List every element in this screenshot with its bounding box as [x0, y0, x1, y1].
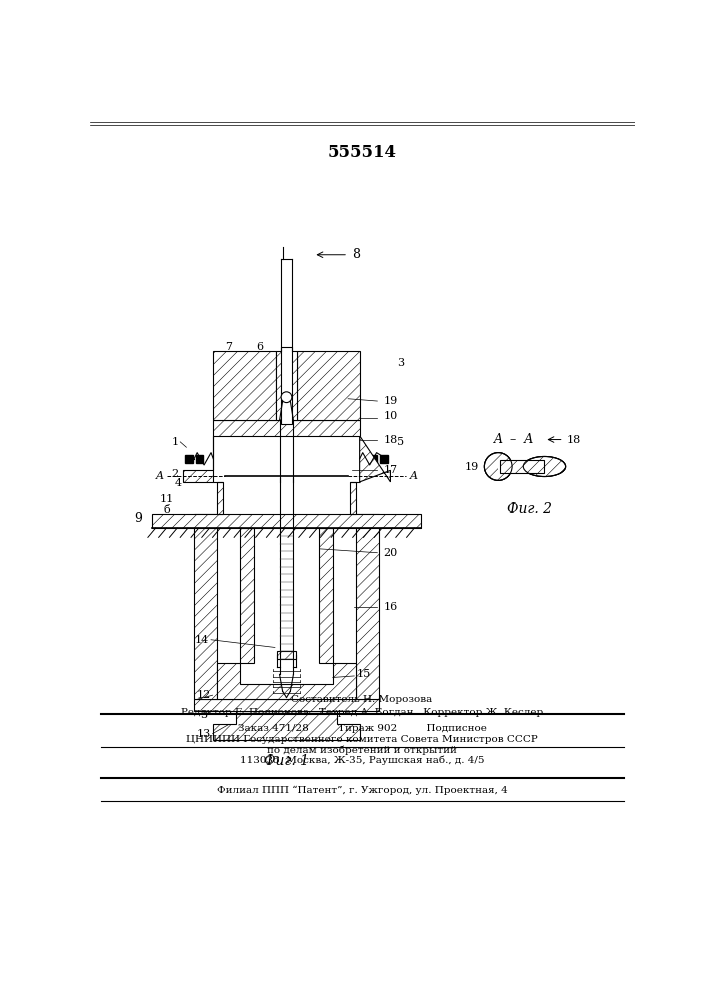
- Text: б: б: [164, 505, 170, 515]
- Polygon shape: [356, 514, 379, 699]
- Polygon shape: [498, 460, 544, 473]
- Polygon shape: [240, 528, 254, 663]
- Text: 14: 14: [194, 635, 209, 645]
- Text: 9: 9: [135, 512, 143, 525]
- Text: 6: 6: [256, 342, 263, 352]
- Text: 15: 15: [356, 669, 370, 679]
- Bar: [185, 455, 192, 463]
- Text: 555514: 555514: [327, 144, 397, 161]
- Polygon shape: [182, 436, 214, 482]
- Text: Заказ 471/28         Тираж 902         Подписное: Заказ 471/28 Тираж 902 Подписное: [238, 724, 486, 733]
- Text: 17: 17: [383, 465, 397, 475]
- Text: 1: 1: [171, 437, 178, 447]
- Bar: [370, 455, 378, 463]
- Text: 2: 2: [171, 469, 178, 479]
- Text: 20: 20: [383, 548, 397, 558]
- Text: ЦНИИПИ Государственного комитета Совета Министров СССР: ЦНИИПИ Государственного комитета Совета …: [186, 735, 538, 744]
- Polygon shape: [276, 351, 297, 420]
- Polygon shape: [360, 436, 390, 482]
- Text: Фиг. 1: Фиг. 1: [264, 754, 309, 768]
- Text: A: A: [156, 471, 163, 481]
- Text: 18: 18: [566, 435, 581, 445]
- Text: A  –  A: A – A: [493, 433, 534, 446]
- Bar: [281, 347, 292, 424]
- Text: 10: 10: [383, 411, 397, 421]
- Polygon shape: [500, 460, 544, 473]
- Polygon shape: [277, 651, 296, 659]
- Text: по делам изобретений и открытий: по делам изобретений и открытий: [267, 745, 457, 755]
- Text: 19: 19: [464, 462, 479, 472]
- Polygon shape: [297, 351, 360, 420]
- Ellipse shape: [523, 456, 566, 477]
- Text: 5: 5: [397, 437, 404, 447]
- Text: 11: 11: [160, 494, 174, 504]
- Polygon shape: [214, 711, 360, 740]
- Text: 113035, Москва, Ж-35, Раушская наб., д. 4/5: 113035, Москва, Ж-35, Раушская наб., д. …: [240, 756, 484, 765]
- Polygon shape: [498, 460, 544, 473]
- Text: 19: 19: [383, 396, 397, 406]
- Polygon shape: [350, 482, 356, 514]
- Circle shape: [484, 453, 512, 480]
- Polygon shape: [194, 514, 217, 699]
- Text: Составитель Н. Морозова: Составитель Н. Морозова: [291, 695, 433, 704]
- Text: A: A: [409, 471, 418, 481]
- Bar: [196, 455, 204, 463]
- Polygon shape: [217, 482, 223, 514]
- Text: 12: 12: [197, 690, 211, 700]
- Text: Филиал ППП “Патент”, г. Ужгород, ул. Проектная, 4: Филиал ППП “Патент”, г. Ужгород, ул. Про…: [216, 785, 508, 795]
- Circle shape: [281, 392, 292, 403]
- Bar: [380, 455, 388, 463]
- Ellipse shape: [523, 456, 566, 477]
- Text: 7: 7: [226, 342, 232, 352]
- Polygon shape: [214, 351, 276, 420]
- Polygon shape: [194, 699, 379, 711]
- Polygon shape: [152, 514, 421, 528]
- Text: 13: 13: [197, 729, 211, 739]
- Polygon shape: [319, 528, 333, 663]
- Polygon shape: [214, 420, 360, 436]
- Text: Фиг. 2: Фиг. 2: [506, 502, 551, 516]
- Text: 4: 4: [175, 478, 182, 488]
- Text: Редактор Е. Полионова   Техред А. Богдан   Корректор Ж. Кеслер: Редактор Е. Полионова Техред А. Богдан К…: [181, 708, 543, 717]
- Text: 3: 3: [200, 710, 207, 720]
- Text: 3: 3: [397, 358, 404, 368]
- Text: 18: 18: [383, 435, 397, 445]
- Circle shape: [484, 453, 512, 480]
- Text: 16: 16: [383, 602, 397, 612]
- Polygon shape: [217, 663, 356, 699]
- Text: 8: 8: [352, 248, 360, 261]
